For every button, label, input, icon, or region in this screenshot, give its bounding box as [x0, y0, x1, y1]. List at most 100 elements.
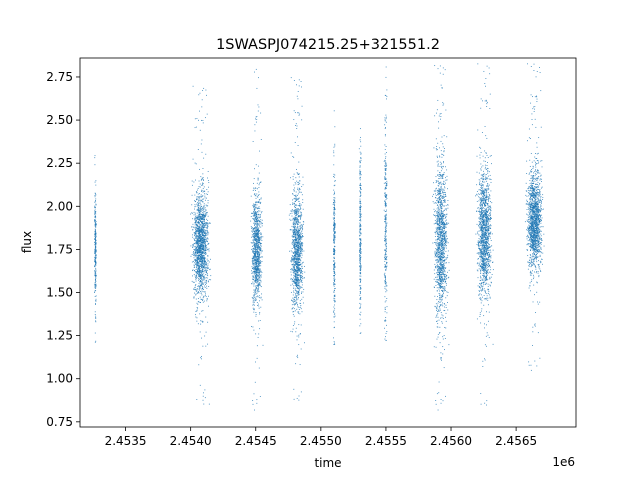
data-point [293, 223, 295, 225]
data-point [94, 311, 96, 313]
data-point [301, 247, 303, 249]
data-point [197, 239, 199, 241]
data-point [334, 207, 335, 209]
data-point [301, 228, 303, 230]
data-point [360, 232, 362, 234]
data-point [385, 205, 387, 207]
data-point [200, 225, 202, 226]
data-point [295, 226, 296, 227]
data-point [199, 260, 201, 262]
data-point [203, 266, 205, 268]
data-point [198, 236, 200, 238]
data-point [359, 250, 361, 252]
data-point [299, 203, 301, 205]
data-point [202, 182, 204, 184]
data-point [262, 236, 264, 238]
data-point [302, 208, 304, 210]
data-point [95, 257, 96, 259]
data-point [294, 259, 296, 260]
data-point [198, 246, 200, 248]
data-point [203, 276, 205, 278]
data-point [206, 297, 208, 299]
data-point [193, 243, 195, 244]
data-point [200, 236, 202, 238]
data-point [257, 207, 259, 209]
data-point [441, 153, 443, 155]
data-point [204, 249, 206, 251]
data-point [195, 248, 197, 250]
data-point [295, 299, 297, 301]
data-point [296, 397, 298, 399]
data-point [254, 210, 255, 212]
data-point [333, 220, 335, 222]
data-point [298, 251, 300, 253]
data-point [198, 186, 200, 188]
data-point [94, 192, 96, 194]
data-point [258, 333, 260, 335]
data-point [359, 201, 361, 203]
data-point [202, 168, 204, 169]
data-point [255, 288, 257, 290]
data-point [334, 201, 336, 203]
data-point [258, 239, 260, 241]
data-point [296, 283, 298, 285]
data-point [257, 104, 259, 106]
data-point [196, 247, 198, 249]
data-point [293, 398, 295, 400]
data-point [297, 246, 299, 248]
data-point [205, 204, 207, 206]
data-point [385, 156, 387, 158]
data-point [198, 266, 200, 268]
data-point [260, 306, 262, 308]
data-point [95, 285, 97, 287]
data-point [253, 263, 255, 265]
data-point [190, 255, 192, 257]
data-point [196, 226, 198, 228]
data-point [95, 285, 97, 287]
data-point [202, 267, 204, 269]
data-point [439, 249, 441, 250]
data-point [294, 236, 296, 238]
data-point [256, 284, 258, 286]
data-point [295, 292, 297, 294]
data-point [334, 272, 336, 273]
data-point [95, 240, 97, 241]
data-point [199, 237, 201, 239]
data-point [201, 231, 203, 233]
data-point [300, 276, 302, 278]
data-point [334, 237, 336, 239]
data-point [334, 232, 336, 234]
data-point [334, 315, 336, 317]
data-point [208, 186, 210, 188]
data-point [360, 205, 361, 207]
data-point [259, 282, 261, 284]
data-point [443, 238, 445, 240]
data-point [197, 227, 199, 229]
data-point [203, 215, 205, 217]
data-point [252, 227, 253, 229]
data-point [359, 275, 361, 277]
data-point [441, 280, 443, 282]
data-point [197, 208, 199, 210]
data-point [201, 262, 203, 263]
data-point [196, 289, 198, 291]
data-point [296, 214, 298, 216]
data-point [94, 238, 96, 240]
data-point [257, 177, 259, 179]
data-point [191, 194, 193, 196]
data-point [436, 308, 438, 310]
data-point [190, 245, 192, 247]
data-point [201, 337, 203, 339]
data-point [259, 279, 260, 281]
data-point [258, 300, 260, 302]
data-point [296, 228, 298, 230]
data-point [260, 212, 262, 214]
data-point [191, 212, 193, 214]
data-point [196, 292, 198, 294]
data-point [192, 245, 194, 247]
data-point [255, 238, 257, 240]
data-point [444, 225, 446, 227]
data-point [95, 193, 96, 195]
data-point [201, 358, 202, 360]
data-point [201, 242, 203, 244]
